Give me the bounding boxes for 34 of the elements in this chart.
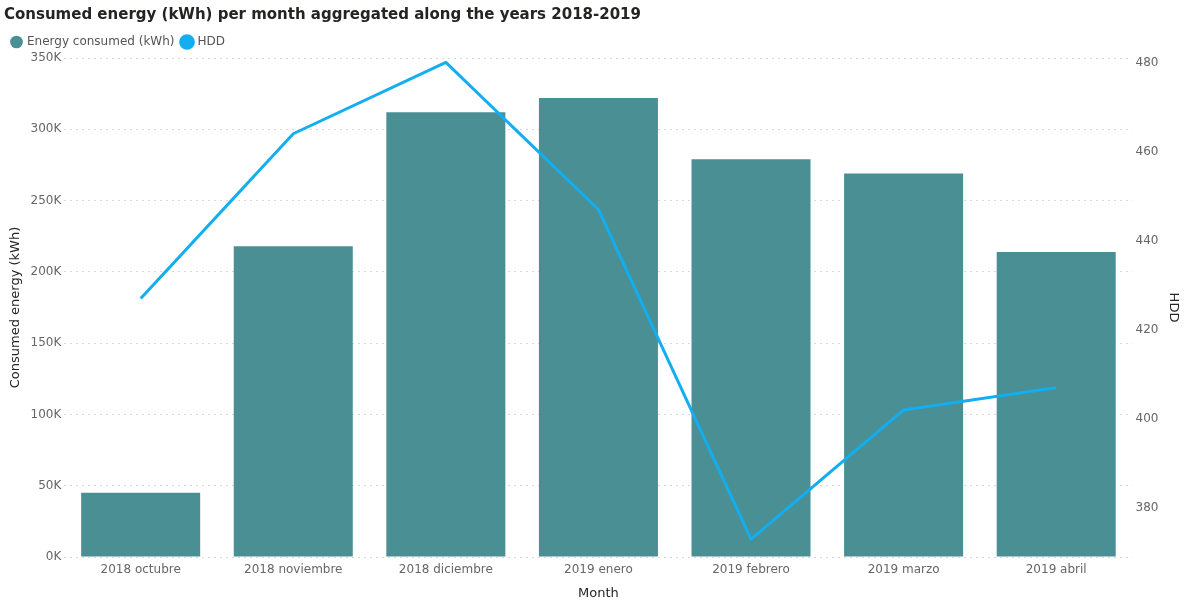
legend-label: HDD bbox=[197, 34, 226, 49]
x-tick-label: 2019 enero bbox=[564, 562, 633, 577]
x-tick-label: 2019 febrero bbox=[712, 562, 790, 577]
x-tick-label: 2019 abril bbox=[1025, 562, 1087, 577]
y2-tick-label: 460 bbox=[1135, 143, 1159, 158]
x-axis-title: Month bbox=[578, 584, 619, 600]
bar bbox=[81, 492, 201, 557]
x-tick-label: 2018 diciembre bbox=[398, 562, 493, 577]
y2-tick-label: 480 bbox=[1135, 54, 1159, 69]
chart-title: Consumed energy (kWh) per month aggregated along the years 2018-2019 bbox=[4, 4, 641, 23]
x-tick-label: 2019 marzo bbox=[867, 562, 940, 577]
y-tick-label: 250K bbox=[30, 192, 63, 207]
legend-label: Energy consumed (kWh) bbox=[27, 34, 175, 49]
bar bbox=[386, 112, 506, 557]
y-tick-label: 350K bbox=[30, 50, 63, 65]
y-tick-label: 200K bbox=[30, 263, 63, 278]
x-tick-label: 2018 octubre bbox=[100, 562, 181, 577]
bar bbox=[996, 251, 1116, 557]
y-tick-label: 50K bbox=[38, 477, 63, 492]
bar bbox=[233, 246, 353, 557]
y2-axis-title: HDD bbox=[1166, 292, 1182, 323]
y-axis-title: Consumed energy (kWh) bbox=[7, 226, 23, 389]
y-tick-label: 150K bbox=[30, 335, 63, 350]
y-tick-label: 0K bbox=[45, 549, 63, 564]
bar bbox=[538, 97, 658, 557]
x-tick-label: 2018 noviembre bbox=[244, 562, 343, 577]
bar bbox=[691, 159, 811, 557]
y2-tick-label: 440 bbox=[1135, 232, 1159, 247]
bar bbox=[844, 173, 964, 557]
y-tick-label: 100K bbox=[30, 406, 63, 421]
y2-tick-label: 380 bbox=[1135, 500, 1159, 515]
y-tick-label: 300K bbox=[30, 121, 63, 136]
y2-tick-label: 400 bbox=[1135, 411, 1159, 426]
y2-tick-label: 420 bbox=[1135, 321, 1159, 336]
